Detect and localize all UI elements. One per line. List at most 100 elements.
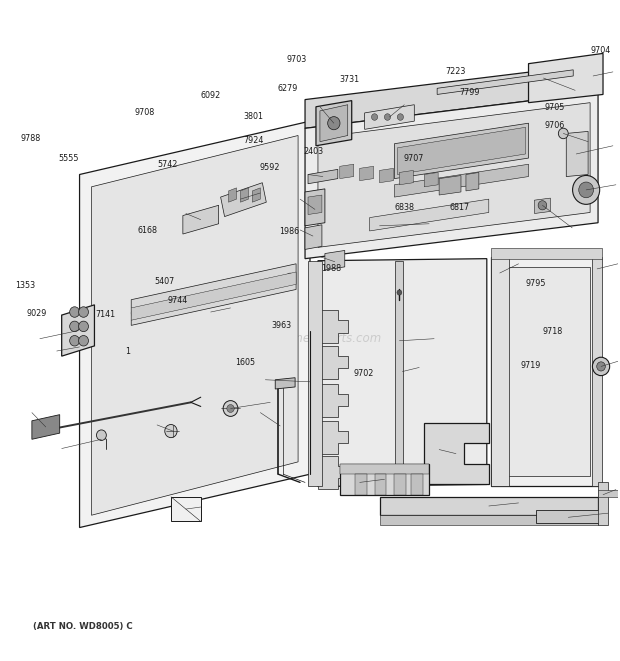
Polygon shape <box>183 206 219 234</box>
Text: 9795: 9795 <box>526 279 546 288</box>
Text: 3963: 3963 <box>272 321 292 330</box>
Polygon shape <box>370 199 489 231</box>
Circle shape <box>328 116 340 130</box>
Polygon shape <box>318 421 348 453</box>
Text: 7924: 7924 <box>244 136 264 145</box>
Polygon shape <box>221 182 267 217</box>
Circle shape <box>397 114 404 120</box>
Polygon shape <box>598 483 608 525</box>
Text: 1605: 1605 <box>235 358 255 367</box>
Text: 5407: 5407 <box>155 278 175 286</box>
Polygon shape <box>79 121 310 527</box>
Text: 9703: 9703 <box>286 56 307 64</box>
Text: 5742: 5742 <box>157 161 178 169</box>
Text: 9702: 9702 <box>353 369 373 378</box>
Polygon shape <box>566 132 588 176</box>
Polygon shape <box>318 346 348 379</box>
Text: 1: 1 <box>125 347 130 356</box>
Polygon shape <box>355 474 366 494</box>
Polygon shape <box>394 123 528 178</box>
Polygon shape <box>308 260 322 486</box>
Polygon shape <box>394 164 528 197</box>
Text: 9788: 9788 <box>20 134 41 143</box>
Polygon shape <box>396 260 404 486</box>
Text: 1986: 1986 <box>279 227 299 237</box>
Polygon shape <box>325 251 345 270</box>
Circle shape <box>97 430 107 440</box>
Polygon shape <box>308 169 338 184</box>
Polygon shape <box>340 464 429 474</box>
Text: eReplacementParts.com: eReplacementParts.com <box>238 332 382 345</box>
Text: 9592: 9592 <box>260 163 280 172</box>
Polygon shape <box>32 414 60 440</box>
Polygon shape <box>528 54 603 102</box>
Text: 2403: 2403 <box>304 147 324 157</box>
Text: 9744: 9744 <box>167 295 187 305</box>
Polygon shape <box>318 384 348 416</box>
Polygon shape <box>318 310 348 343</box>
Polygon shape <box>365 104 414 130</box>
Text: 6817: 6817 <box>449 202 469 212</box>
Polygon shape <box>340 464 429 494</box>
Polygon shape <box>379 497 598 515</box>
Circle shape <box>165 424 177 438</box>
Polygon shape <box>316 100 352 146</box>
Polygon shape <box>318 102 590 247</box>
Circle shape <box>131 308 141 319</box>
Text: 1353: 1353 <box>16 282 36 290</box>
Text: 6168: 6168 <box>138 226 157 235</box>
Circle shape <box>227 405 234 412</box>
Text: 3731: 3731 <box>340 75 360 84</box>
Polygon shape <box>61 305 94 356</box>
Polygon shape <box>305 225 322 249</box>
Text: 9707: 9707 <box>404 154 424 163</box>
Text: 9706: 9706 <box>544 121 564 130</box>
Polygon shape <box>318 258 487 486</box>
Polygon shape <box>171 497 201 522</box>
Text: 9708: 9708 <box>135 108 155 117</box>
Polygon shape <box>320 104 348 141</box>
Polygon shape <box>305 93 598 258</box>
Text: 9704: 9704 <box>590 46 611 55</box>
Text: 6279: 6279 <box>278 85 298 93</box>
Polygon shape <box>491 256 508 486</box>
Circle shape <box>384 114 391 120</box>
Polygon shape <box>229 188 236 202</box>
Polygon shape <box>131 272 296 320</box>
Circle shape <box>286 273 294 281</box>
Circle shape <box>79 321 89 332</box>
Polygon shape <box>308 195 322 215</box>
Polygon shape <box>379 515 598 525</box>
Circle shape <box>538 201 547 210</box>
Polygon shape <box>305 63 598 128</box>
Polygon shape <box>374 474 386 494</box>
Circle shape <box>223 401 238 416</box>
Text: 1988: 1988 <box>321 264 341 273</box>
Text: 7141: 7141 <box>95 310 116 319</box>
Text: 9718: 9718 <box>542 327 563 336</box>
Circle shape <box>79 336 89 346</box>
Polygon shape <box>491 249 602 258</box>
Polygon shape <box>360 167 374 180</box>
Polygon shape <box>131 264 296 325</box>
Polygon shape <box>534 198 551 214</box>
Polygon shape <box>379 169 394 182</box>
Text: 9719: 9719 <box>521 362 541 370</box>
Text: 7223: 7223 <box>446 67 466 76</box>
Polygon shape <box>92 136 298 515</box>
Circle shape <box>592 357 609 375</box>
Polygon shape <box>536 510 604 524</box>
Text: 3801: 3801 <box>244 112 264 121</box>
Text: 9705: 9705 <box>544 102 564 112</box>
Polygon shape <box>318 455 348 488</box>
Circle shape <box>69 336 79 346</box>
Polygon shape <box>340 164 353 178</box>
Polygon shape <box>592 256 602 486</box>
Circle shape <box>578 182 593 198</box>
Circle shape <box>596 362 605 371</box>
Circle shape <box>371 114 378 120</box>
Polygon shape <box>241 188 249 202</box>
Circle shape <box>397 290 402 295</box>
Text: 9029: 9029 <box>27 309 47 318</box>
Polygon shape <box>424 173 438 187</box>
